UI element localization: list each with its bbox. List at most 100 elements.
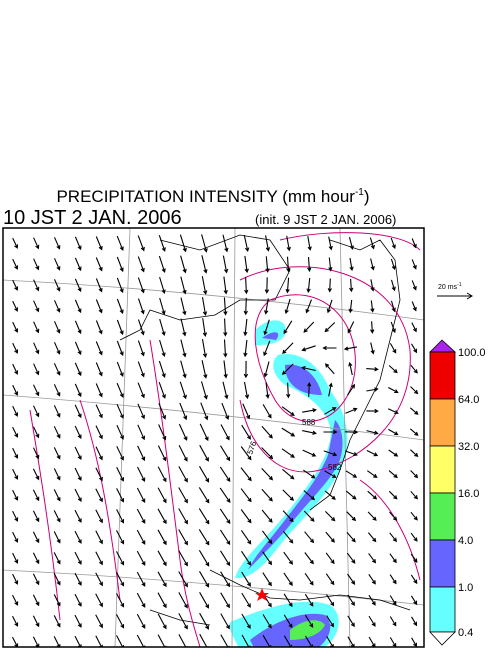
wind-arrow xyxy=(179,381,187,400)
wind-arrow xyxy=(178,571,188,588)
wind-arrow xyxy=(199,571,210,588)
wind-arrow xyxy=(95,320,103,335)
wind-arrow xyxy=(263,319,270,336)
wind-arrow xyxy=(159,276,166,294)
wind-arrow xyxy=(265,382,270,399)
wind-arrow xyxy=(367,532,377,543)
wind-arrow xyxy=(159,339,166,357)
wind-arrow xyxy=(116,403,124,419)
wind-arrow xyxy=(282,342,294,355)
wind-arrow xyxy=(240,529,252,545)
wind-arrow xyxy=(74,362,82,377)
wind-arrow xyxy=(33,363,40,376)
wind-arrow xyxy=(345,470,358,478)
wind-arrow xyxy=(12,237,19,249)
wind-arrow xyxy=(240,446,252,461)
wind-arrow xyxy=(137,256,145,273)
contour xyxy=(29,409,61,621)
wind-arrow xyxy=(367,511,377,521)
wind-arrow xyxy=(411,616,418,627)
coastline xyxy=(119,234,411,626)
wind-arrow xyxy=(12,552,19,564)
wind-arrow xyxy=(53,489,61,502)
wind-arrow xyxy=(95,383,103,398)
wind-arrow xyxy=(348,236,354,251)
wind-arrow xyxy=(243,318,248,337)
wind-arrow xyxy=(220,571,230,588)
wind-arrow xyxy=(370,279,375,292)
wind-arrow xyxy=(345,450,358,457)
wind-arrow xyxy=(222,234,229,253)
wind-arrow xyxy=(157,529,167,546)
wind-arrow xyxy=(198,487,210,504)
wind-arrow xyxy=(219,466,231,483)
wind-scale-text: 20 ms xyxy=(438,284,458,291)
wind-arrow xyxy=(74,257,82,272)
wind-arrow xyxy=(389,553,397,564)
wind-arrow xyxy=(261,509,273,523)
wind-arrow xyxy=(303,321,315,333)
wind-arrow xyxy=(201,339,208,358)
wind-arrow xyxy=(240,467,252,482)
wind-arrow xyxy=(390,279,396,292)
wind-arrow xyxy=(367,490,378,500)
wind-arrow xyxy=(220,550,231,567)
wind-arrow xyxy=(53,258,61,271)
wind-arrow xyxy=(301,345,316,352)
wind-arrow xyxy=(369,237,375,250)
location-star xyxy=(255,588,269,601)
wind-arrow xyxy=(286,382,291,399)
colorbar-label: 64.0 xyxy=(458,394,479,406)
wind-arrow xyxy=(283,635,293,647)
wind-arrow xyxy=(366,408,379,414)
wind-arrow xyxy=(159,318,166,336)
wind-arrow xyxy=(74,551,82,565)
colorbar-under xyxy=(429,631,456,646)
wind-arrow xyxy=(53,510,61,523)
wind-arrow xyxy=(325,552,335,565)
wind-arrow xyxy=(410,364,418,374)
wind-arrow xyxy=(137,466,146,483)
wind-arrow xyxy=(326,615,335,628)
wind-arrow xyxy=(222,381,229,400)
wind-arrow xyxy=(12,405,19,417)
wind-arrow xyxy=(32,510,40,523)
wind-arrow xyxy=(116,509,125,524)
title-exponent: -1 xyxy=(355,187,364,198)
wind-arrow xyxy=(116,382,124,398)
wind-arrow xyxy=(137,424,146,441)
wind-arrow xyxy=(178,487,188,504)
wind-arrow xyxy=(284,298,291,315)
colorbar-over xyxy=(429,339,457,353)
wind-arrow xyxy=(178,613,188,630)
wind-arrow xyxy=(33,405,40,418)
wind-arrow xyxy=(136,592,146,608)
wind-arrow xyxy=(95,257,103,272)
wind-arrow xyxy=(348,361,353,376)
wind-arrow xyxy=(158,360,166,378)
wind-arrow xyxy=(53,531,61,544)
wind-arrow xyxy=(304,614,314,628)
wind-arrow xyxy=(137,235,145,252)
map-area: 588 582 576 xyxy=(3,228,424,647)
wind-arrow xyxy=(390,321,396,334)
title: PRECIPITATION INTENSITY (mm hour-1) xyxy=(56,187,369,206)
wind-arrow xyxy=(410,490,418,500)
wind-arrow xyxy=(74,320,82,335)
wind-arrow xyxy=(370,342,375,355)
wind-arrow xyxy=(349,257,354,272)
wind-arrow xyxy=(307,257,312,273)
wind-arrow xyxy=(302,449,317,457)
wind-arrow xyxy=(325,511,336,522)
wind-arrow xyxy=(390,237,396,250)
wind-arrow xyxy=(324,363,335,375)
wind-arrow xyxy=(137,445,146,462)
wind-arrow xyxy=(178,634,188,647)
wind-arrow xyxy=(178,445,188,462)
wind-arrow xyxy=(200,381,208,400)
longitude-line xyxy=(339,228,351,647)
colorbar-label: 1.0 xyxy=(458,582,473,594)
wind-arrow xyxy=(74,467,82,482)
wind-arrow xyxy=(180,318,187,337)
